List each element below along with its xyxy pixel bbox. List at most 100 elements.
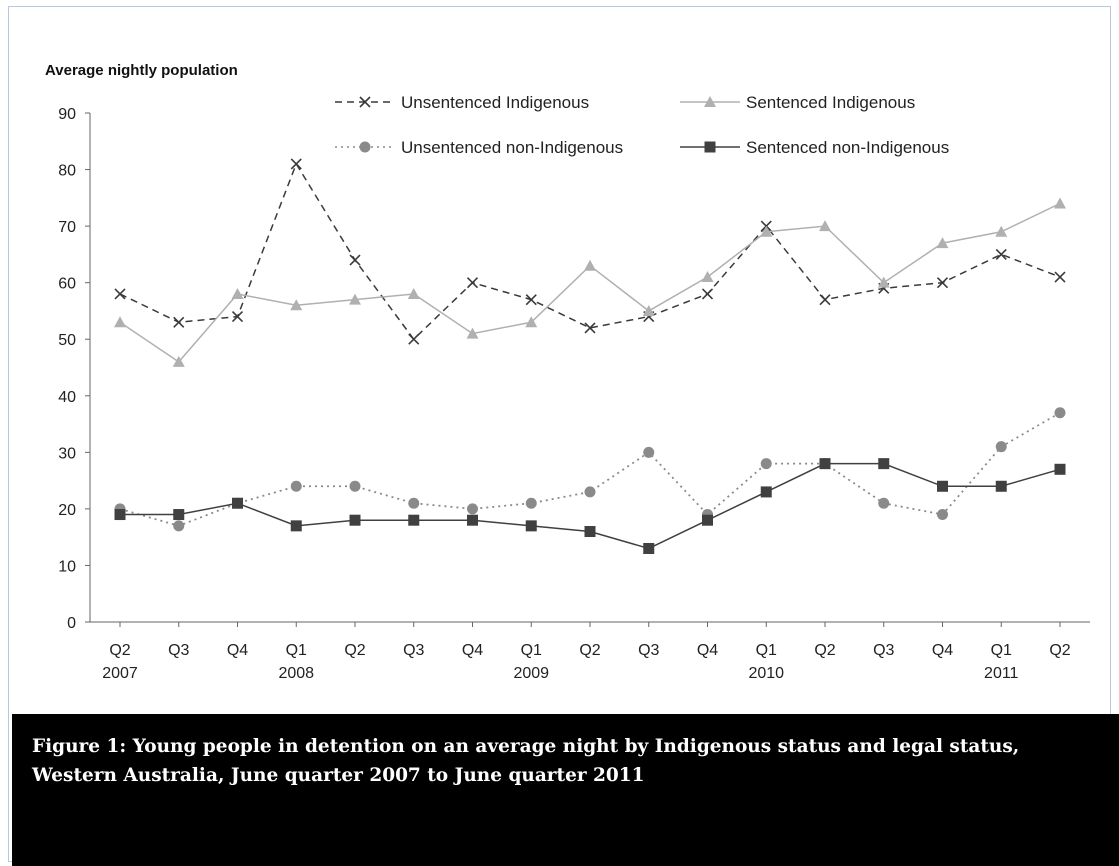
data-point bbox=[114, 509, 126, 521]
y-tick-label: 50 bbox=[58, 332, 76, 349]
data-point bbox=[231, 287, 244, 299]
x-tick-label: Q3 bbox=[168, 642, 189, 659]
data-point bbox=[701, 271, 714, 283]
legend-item: Sentenced Indigenous bbox=[680, 93, 915, 112]
x-tick-label: Q2 bbox=[1049, 642, 1070, 659]
legend-label: Unsentenced non-Indigenous bbox=[401, 138, 623, 157]
data-point bbox=[172, 355, 185, 367]
data-point bbox=[290, 520, 302, 532]
data-point bbox=[995, 441, 1007, 453]
data-point bbox=[1054, 197, 1066, 209]
series-line bbox=[119, 162, 1061, 341]
data-point bbox=[173, 520, 185, 532]
data-point bbox=[584, 322, 596, 334]
y-tick-label: 0 bbox=[67, 615, 76, 632]
legend-label: Unsentenced Indigenous bbox=[401, 93, 589, 112]
data-point bbox=[819, 458, 831, 470]
x-tick-year-label: 2009 bbox=[513, 665, 549, 682]
data-point bbox=[349, 293, 361, 305]
series-sentenced-non-indigenous bbox=[114, 458, 1066, 554]
data-point bbox=[701, 288, 714, 300]
x-tick-label: Q1 bbox=[286, 642, 307, 659]
data-point bbox=[760, 458, 772, 470]
x-tick-year-label: 2010 bbox=[748, 665, 784, 682]
x-tick-year-label: 2007 bbox=[102, 665, 138, 682]
legend-marker bbox=[359, 141, 371, 153]
data-point bbox=[760, 225, 773, 237]
legend-label: Sentenced non-Indigenous bbox=[746, 138, 949, 157]
data-point bbox=[584, 486, 596, 498]
x-tick-label: Q4 bbox=[697, 642, 718, 659]
data-point bbox=[349, 254, 361, 266]
data-point bbox=[525, 316, 538, 328]
data-point bbox=[290, 299, 303, 311]
series-sentenced-indigenous bbox=[114, 197, 1066, 367]
data-point bbox=[467, 503, 478, 515]
legend-item: Sentenced non-Indigenous bbox=[680, 138, 949, 157]
data-point bbox=[525, 497, 537, 509]
legend-item: Unsentenced non-Indigenous bbox=[335, 138, 623, 157]
data-point bbox=[760, 486, 772, 498]
y-tick-label: 40 bbox=[58, 389, 76, 406]
x-tick-label: Q4 bbox=[227, 642, 248, 659]
series-layer bbox=[114, 158, 1066, 554]
data-point bbox=[819, 220, 831, 232]
data-point bbox=[408, 497, 420, 509]
data-point bbox=[466, 277, 479, 289]
data-point bbox=[819, 294, 831, 306]
data-point bbox=[1054, 407, 1066, 419]
legend-marker bbox=[704, 96, 716, 107]
y-tick-label: 60 bbox=[58, 276, 76, 293]
x-tick-label: Q3 bbox=[873, 642, 894, 659]
data-point bbox=[114, 288, 126, 300]
x-tick-label: Q2 bbox=[109, 642, 130, 659]
data-point bbox=[114, 316, 126, 328]
data-point bbox=[290, 480, 302, 492]
data-point bbox=[937, 509, 948, 521]
data-point bbox=[173, 509, 185, 521]
data-point bbox=[525, 294, 537, 306]
data-point bbox=[466, 327, 479, 339]
legend-item: Unsentenced Indigenous bbox=[335, 93, 589, 112]
x-tick-label: Q4 bbox=[932, 642, 953, 659]
chart-legend: Unsentenced Indigenous Sentenced Indigeno… bbox=[335, 93, 949, 157]
data-point bbox=[173, 316, 185, 328]
series-unsentenced-non-indigenous bbox=[114, 407, 1066, 532]
data-point bbox=[231, 311, 244, 323]
data-point bbox=[525, 520, 537, 532]
x-tick-label: Q2 bbox=[814, 642, 835, 659]
data-point bbox=[995, 248, 1007, 260]
x-tick-year-label: 2008 bbox=[278, 665, 314, 682]
legend-marker bbox=[704, 141, 716, 153]
series-line bbox=[119, 202, 1061, 363]
legend-label: Sentenced Indigenous bbox=[746, 93, 915, 112]
data-point bbox=[349, 514, 361, 526]
data-point bbox=[936, 277, 949, 289]
data-point bbox=[232, 497, 243, 509]
y-tick-label: 30 bbox=[58, 445, 76, 462]
data-point bbox=[408, 333, 420, 345]
data-point bbox=[1054, 271, 1066, 283]
data-point bbox=[878, 458, 890, 470]
data-point bbox=[408, 514, 420, 526]
data-point bbox=[643, 446, 655, 458]
data-point bbox=[995, 225, 1008, 237]
data-point bbox=[995, 480, 1007, 492]
data-point bbox=[584, 526, 596, 538]
data-point bbox=[1054, 463, 1066, 475]
y-tick-label: 70 bbox=[58, 219, 76, 236]
x-tick-label: Q4 bbox=[462, 642, 483, 659]
data-point bbox=[467, 514, 478, 526]
data-point bbox=[584, 259, 596, 271]
data-point bbox=[642, 304, 655, 316]
data-point bbox=[936, 237, 949, 249]
data-point bbox=[643, 542, 655, 554]
y-tick-label: 80 bbox=[58, 163, 76, 180]
x-tick-label: Q3 bbox=[638, 642, 659, 659]
data-point bbox=[937, 480, 948, 492]
y-tick-label: 10 bbox=[58, 558, 76, 575]
x-tick-label: Q2 bbox=[344, 642, 365, 659]
series-unsentenced-indigenous bbox=[114, 158, 1066, 345]
legend-marker bbox=[359, 96, 371, 108]
y-tick-label: 90 bbox=[58, 106, 76, 123]
